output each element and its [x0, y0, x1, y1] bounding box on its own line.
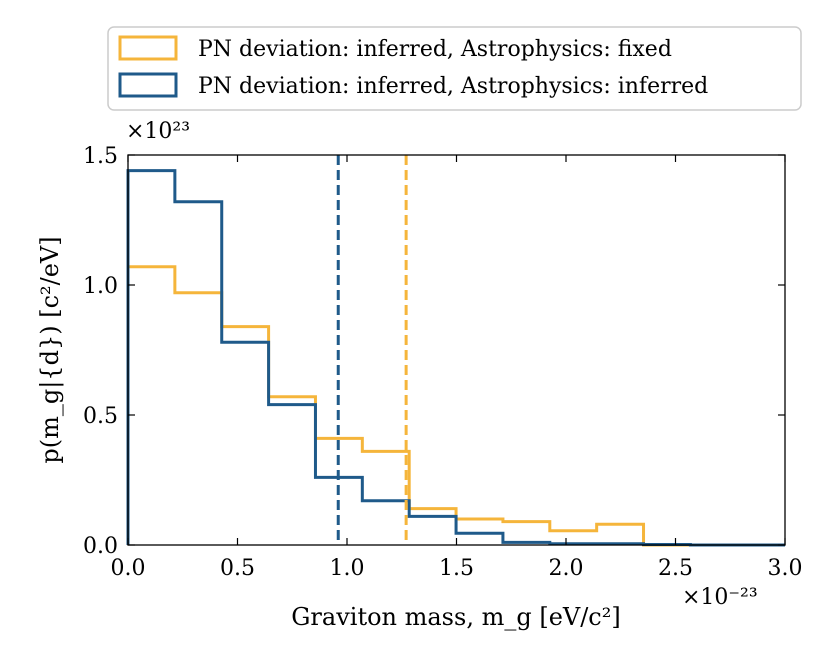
x-tick-label-1: 0.5 — [220, 556, 255, 581]
x-tick-label-2: 1.0 — [330, 556, 365, 581]
legend-frame — [107, 26, 802, 111]
y-tick-label-1: 0.5 — [83, 404, 118, 429]
x-tick-label-5: 2.5 — [658, 556, 693, 581]
histogram-step-series-0 — [126, 265, 785, 547]
histogram-step-series-1 — [126, 169, 785, 547]
legend: PN deviation: inferred, Astrophysics: fi… — [107, 26, 802, 111]
y-axis: 0.0 0.5 1.0 1.5 — [83, 144, 785, 559]
y-multiplier: ×10²³ — [126, 119, 190, 144]
legend-swatch-series-1 — [118, 72, 178, 98]
legend-label-series-0: PN deviation: inferred, Astrophysics: fi… — [198, 37, 672, 62]
x-axis: 0.0 0.5 1.0 1.5 2.0 2.5 3.0 — [111, 155, 803, 581]
x-tick-label-0: 0.0 — [111, 556, 146, 581]
x-tick-label-6: 3.0 — [768, 556, 803, 581]
y-axis-label: p(m_g|{d}) [c²/eV] — [36, 236, 65, 463]
x-multiplier: ×10⁻²³ — [682, 585, 758, 610]
plot-series — [126, 169, 785, 547]
legend-swatch-series-0 — [118, 35, 178, 61]
plot-frame — [127, 154, 786, 546]
y-tick-label-2: 1.0 — [83, 274, 118, 299]
y-tick-label-0: 0.0 — [83, 534, 118, 559]
x-tick-label-4: 2.0 — [549, 556, 584, 581]
x-axis-label: Graviton mass, m_g [eV/c²] — [291, 603, 620, 631]
x-tick-label-3: 1.5 — [439, 556, 474, 581]
y-tick-label-3: 1.5 — [83, 144, 118, 169]
plot-vlines — [336, 155, 408, 545]
legend-label-series-1: PN deviation: inferred, Astrophysics: in… — [198, 74, 708, 99]
